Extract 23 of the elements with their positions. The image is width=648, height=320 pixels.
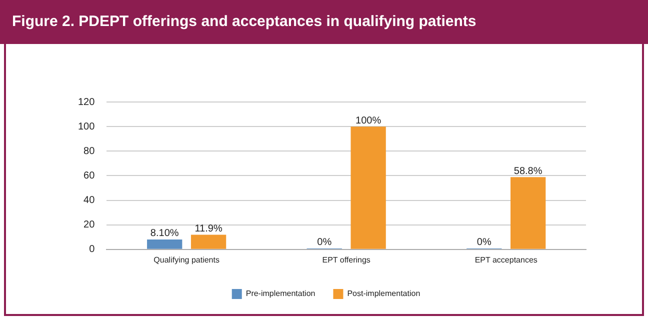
data-label: 11.9%: [194, 224, 222, 235]
legend-label: Pre-implementation: [246, 289, 316, 298]
data-label: 58.8%: [514, 166, 542, 177]
y-tick-label: 80: [84, 146, 96, 157]
y-tick-label: 40: [84, 195, 96, 206]
y-tick-label: 100: [78, 121, 96, 132]
y-tick-label: 120: [78, 96, 96, 108]
x-tick-label: EPT acceptances: [474, 255, 538, 264]
bar: [350, 126, 386, 249]
bar: [190, 234, 226, 249]
x-tick-label: EPT offerings: [322, 255, 370, 264]
y-tick-label: 20: [84, 220, 96, 231]
data-label: 100%: [356, 115, 382, 126]
bar: [147, 239, 182, 249]
data-label: 0%: [476, 237, 492, 248]
data-label: 8.10%: [150, 228, 179, 240]
data-label: 0%: [317, 237, 332, 248]
chart-title: Figure 2. PDEPT offerings and acceptances in qualifying patients: [0, 0, 648, 44]
legend-label: Post-implementation: [347, 289, 420, 298]
y-tick-label: 0: [89, 244, 96, 256]
y-tick-label: 60: [84, 170, 96, 182]
x-tick-label: Qualifying patients: [154, 255, 220, 264]
bar: [510, 177, 546, 249]
